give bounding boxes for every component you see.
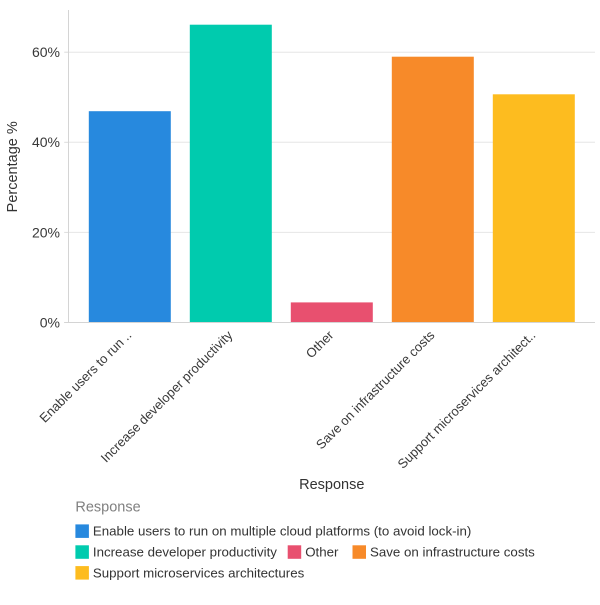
svg-text:40%: 40% (32, 134, 60, 150)
svg-text:Percentage %: Percentage % (5, 121, 21, 212)
svg-text:0%: 0% (40, 314, 60, 330)
svg-text:Response: Response (299, 477, 364, 493)
svg-text:20%: 20% (32, 224, 60, 240)
svg-text:Save on infrastructure costs: Save on infrastructure costs (370, 545, 535, 560)
svg-text:Other: Other (305, 545, 339, 560)
svg-text:Increase developer productivit: Increase developer productivity (93, 545, 277, 560)
svg-text:Response: Response (75, 499, 140, 515)
svg-text:Support microservices architec: Support microservices architectures (93, 565, 305, 580)
svg-text:Enable users to run on multipl: Enable users to run on multiple cloud pl… (93, 524, 471, 539)
svg-text:60%: 60% (32, 44, 60, 60)
